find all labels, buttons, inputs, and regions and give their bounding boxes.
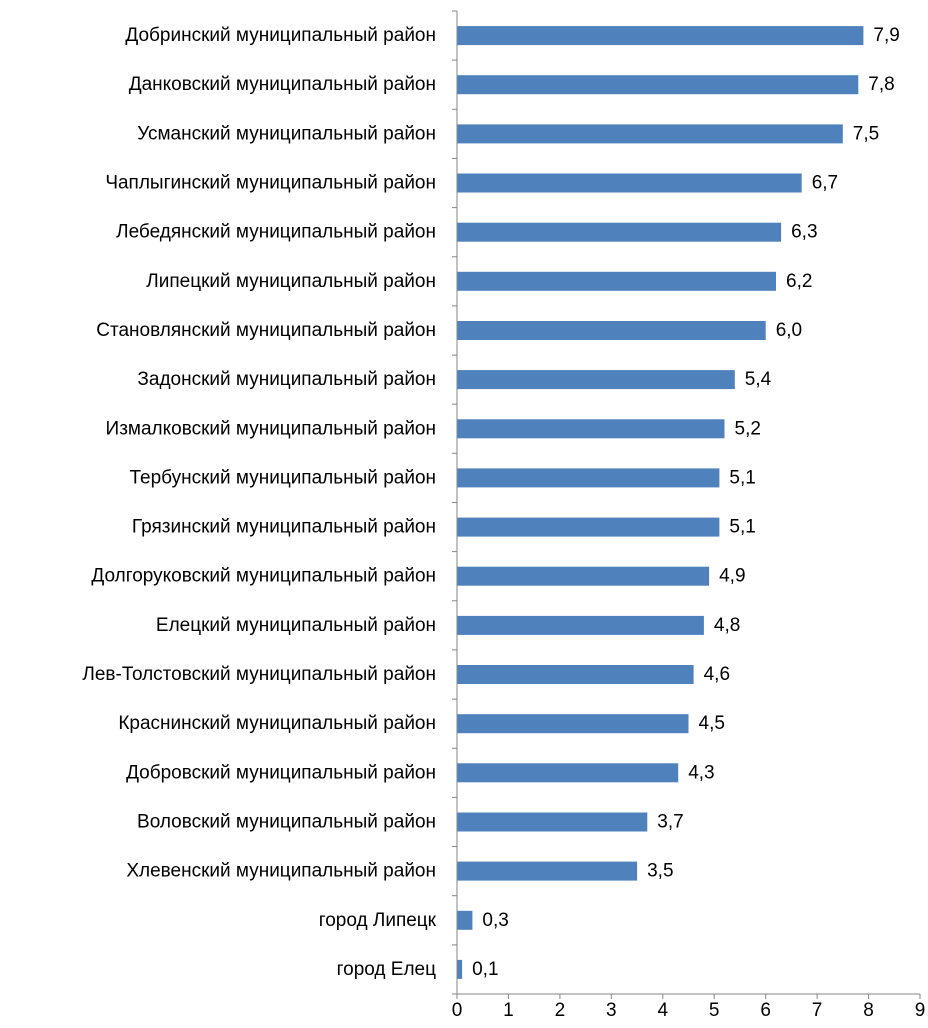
- value-label: 6,2: [786, 271, 812, 292]
- labels-group: Добринский муниципальный район 7,9 Данковс…: [82, 25, 925, 1021]
- bar: [457, 861, 638, 881]
- value-label: 5,2: [735, 418, 761, 439]
- bar: [457, 321, 766, 340]
- bar: [457, 26, 864, 46]
- x-tick-label: 1: [503, 1000, 514, 1021]
- x-tick-label: 8: [863, 1000, 874, 1021]
- category-label: Лебедянский муниципальный район: [116, 222, 436, 243]
- category-label: Данковский муниципальный район: [129, 74, 436, 95]
- bars-group: [457, 26, 864, 979]
- category-label: Добровский муниципальный район: [126, 762, 436, 783]
- value-label: 6,7: [812, 173, 838, 194]
- bar: [457, 517, 720, 537]
- axes-group: [452, 10, 921, 999]
- value-label: 3,7: [657, 812, 683, 833]
- value-label: 7,9: [873, 25, 899, 46]
- value-label: 5,1: [729, 517, 755, 538]
- category-label: Тербунский муниципальный район: [129, 467, 436, 488]
- bar: [457, 959, 463, 979]
- bar: [457, 370, 735, 390]
- category-label: Измалковский муниципальный район: [106, 418, 436, 439]
- value-label: 5,4: [745, 369, 772, 390]
- category-label: город Елец: [337, 959, 436, 980]
- x-tick-label: 3: [606, 1000, 617, 1021]
- category-label: Становлянский муниципальный район: [96, 320, 436, 341]
- value-label: 7,8: [868, 74, 894, 95]
- bar: [457, 910, 473, 930]
- bar: [457, 124, 843, 144]
- x-tick-label: 9: [915, 1000, 926, 1021]
- value-label: 4,3: [688, 762, 714, 783]
- bar: [457, 419, 725, 439]
- value-label: 7,5: [853, 123, 879, 144]
- bar: [457, 566, 710, 586]
- value-label: 0,3: [482, 910, 508, 931]
- value-label: 0,1: [472, 959, 498, 980]
- bar: [457, 665, 694, 684]
- x-tick-label: 7: [812, 1000, 823, 1021]
- bar: [457, 75, 859, 95]
- category-label: Хлевенский муниципальный район: [126, 861, 436, 882]
- bar: [457, 468, 720, 488]
- bar: [457, 714, 689, 734]
- bar: [457, 222, 782, 242]
- category-label: Елецкий муниципальный район: [156, 615, 436, 636]
- category-label: Воловский муниципальный район: [137, 812, 436, 833]
- bar: [457, 271, 776, 291]
- category-label: Липецкий муниципальный район: [146, 271, 436, 292]
- category-label: Грязинский муниципальный район: [132, 517, 436, 538]
- value-label: 4,9: [719, 566, 745, 587]
- x-tick-label: 0: [452, 1000, 463, 1021]
- value-label: 6,0: [776, 320, 802, 341]
- value-label: 3,5: [647, 861, 673, 882]
- category-label: Долгоруковский муниципальный район: [91, 566, 436, 587]
- category-label: Задонский муниципальный район: [137, 369, 436, 390]
- x-tick-label: 4: [658, 1000, 669, 1021]
- category-label: Добринский муниципальный район: [125, 25, 436, 46]
- value-label: 4,8: [714, 615, 740, 636]
- category-label: Краснинский муниципальный район: [118, 713, 436, 734]
- value-label: 4,6: [704, 664, 730, 685]
- x-tick-label: 5: [709, 1000, 720, 1021]
- category-label: Усманский муниципальный район: [137, 123, 436, 144]
- bar: [457, 812, 648, 832]
- x-tick-label: 2: [555, 1000, 566, 1021]
- value-label: 4,5: [699, 713, 725, 734]
- value-label: 6,3: [791, 222, 817, 243]
- value-label: 5,1: [729, 467, 755, 488]
- category-label: Чаплыгинский муниципальный район: [105, 173, 436, 194]
- category-label: город Липецк: [319, 910, 437, 931]
- bar: [457, 173, 802, 193]
- category-label: Лев-Толстовский муниципальный район: [82, 664, 436, 685]
- x-tick-label: 6: [760, 1000, 771, 1021]
- bar: [457, 615, 704, 635]
- bar: [457, 763, 679, 783]
